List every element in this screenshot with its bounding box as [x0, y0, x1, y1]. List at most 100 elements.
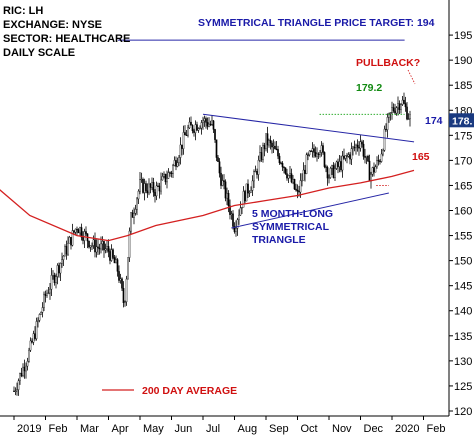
y-tick-label: 160: [454, 206, 472, 218]
candle-body: [202, 120, 204, 123]
candle-body: [19, 373, 21, 382]
candle-body: [89, 245, 92, 248]
candle-body: [41, 307, 44, 313]
candle-body: [100, 243, 102, 250]
candle-body: [284, 167, 287, 174]
candle-body: [386, 117, 389, 130]
candle-body: [358, 147, 360, 149]
candle-body: [203, 118, 206, 122]
candle-body: [28, 349, 30, 362]
candle-body: [311, 148, 314, 152]
candle-body: [274, 145, 276, 150]
y-tick-label: 195: [454, 30, 472, 42]
candle-body: [181, 144, 183, 149]
candle-body: [382, 150, 384, 155]
candle-body: [125, 278, 128, 303]
pullback-label: PULLBACK?: [356, 57, 420, 69]
candle-body: [313, 148, 315, 153]
candle-body: [190, 121, 192, 126]
x-tick-label: 2019: [17, 423, 41, 435]
candle-body: [355, 144, 357, 149]
candle-body: [79, 227, 81, 234]
candle-body: [208, 123, 210, 127]
candle-body: [278, 155, 281, 164]
candle-body: [95, 246, 98, 253]
x-tick-label: Feb: [49, 423, 68, 435]
candle-body: [380, 153, 383, 162]
candle-body: [239, 207, 242, 216]
candle-body: [277, 149, 279, 157]
candle-body: [238, 214, 240, 220]
candle-body: [373, 167, 375, 173]
candle-body: [130, 212, 132, 232]
candle-body: [131, 212, 134, 218]
candle-body: [26, 361, 29, 367]
candle-body: [163, 173, 165, 177]
candle-body: [349, 154, 351, 160]
candle-body: [262, 145, 264, 160]
y-tick-label: 155: [454, 231, 472, 243]
x-tick-label: Mar: [80, 423, 99, 435]
candle-body: [71, 230, 74, 246]
candle-body: [178, 157, 180, 163]
x-tick-label: Jul: [206, 423, 220, 435]
candle-body: [116, 259, 119, 272]
breakout-level-label: 179.2: [356, 82, 382, 94]
candle-body: [223, 180, 225, 182]
candle-body: [209, 123, 212, 126]
candle-body: [302, 169, 305, 181]
y-axis-ticks: 1201251301351401451501551601651701751801…: [449, 30, 472, 418]
candle-body: [29, 340, 32, 351]
candle-body: [158, 185, 161, 192]
candle-body: [22, 366, 24, 377]
y-tick-label: 150: [454, 256, 472, 268]
x-axis-ticks: 2019 Feb Mar Apr May Jun Jul Aug Sep Oct Nov Dec 202…: [13, 416, 445, 435]
candle-body: [265, 133, 267, 150]
candle-body: [142, 179, 144, 193]
candle-body: [268, 140, 270, 146]
candle-body: [85, 231, 87, 234]
candle-body: [38, 314, 41, 321]
candle-body: [256, 171, 258, 175]
lower-trendline: [231, 192, 389, 229]
candle-body: [323, 152, 326, 167]
y-tick-label: 175: [454, 130, 472, 142]
candle-body: [298, 190, 300, 193]
candle-body: [344, 155, 347, 159]
candle-body: [251, 180, 254, 191]
candle-body: [404, 103, 407, 108]
candle-body: [230, 213, 233, 215]
target-label: SYMMETRICAL TRIANGLE PRICE TARGET: 194: [198, 17, 435, 29]
y-tick-label: 135: [454, 331, 472, 343]
pattern-label-line3: TRIANGLE: [252, 234, 306, 246]
candle-body: [166, 178, 168, 183]
upper-trendline: [202, 113, 415, 143]
candle-body: [91, 245, 93, 247]
candle-body: [286, 173, 288, 179]
candle-body: [292, 179, 294, 183]
candle-body: [406, 106, 408, 120]
candle-body: [295, 188, 297, 191]
candle-body: [320, 145, 323, 153]
legend-label: 200 DAY AVERAGE: [142, 385, 237, 397]
y-tick-label: 170: [454, 155, 472, 167]
candle-body: [179, 144, 182, 158]
candle-body: [14, 390, 17, 392]
candle-body: [346, 155, 348, 157]
candle-body: [112, 249, 114, 258]
candle-body: [221, 180, 224, 186]
candle-body: [76, 228, 78, 231]
candle-body: [161, 176, 164, 181]
y-tick-label: 125: [454, 381, 472, 393]
candle-body: [254, 171, 257, 173]
candle-body: [148, 183, 150, 194]
candle-body: [205, 118, 207, 123]
candle-body: [67, 242, 69, 255]
candle-body: [94, 239, 96, 253]
candle-body: [106, 246, 108, 250]
x-tick-label: Sep: [269, 423, 289, 435]
candle-body: [340, 161, 342, 171]
lower-level-label: 165: [412, 151, 430, 163]
candle-body: [101, 241, 104, 245]
candle-body: [88, 240, 90, 248]
